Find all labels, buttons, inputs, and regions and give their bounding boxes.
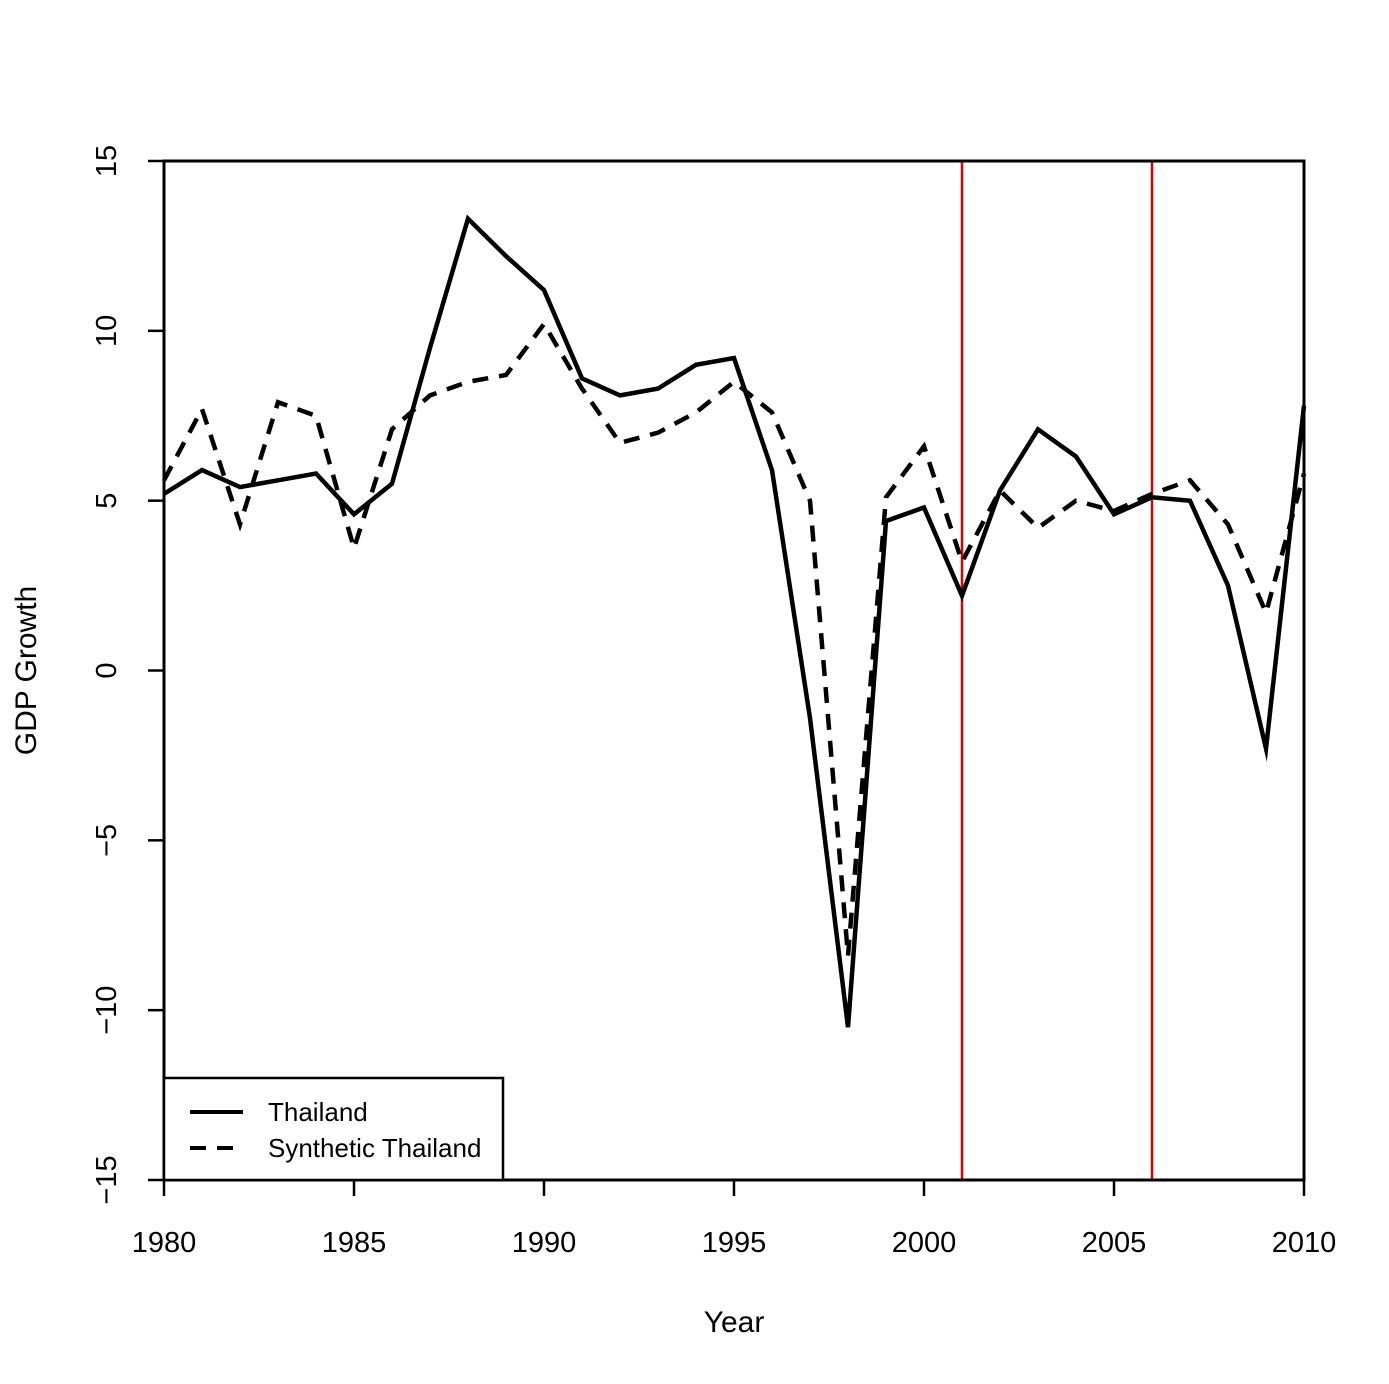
x-tick-label-1990: 1990 (512, 1227, 577, 1259)
reference-lines (960, 161, 1154, 1180)
legend-label-synthetic-thailand: Synthetic Thailand (268, 1133, 481, 1163)
y-tick-label--10: −10 (91, 986, 123, 1035)
series-line-synthetic-thailand (162, 319, 1307, 956)
legend-label-thailand: Thailand (268, 1097, 368, 1127)
x-tick-label-2005: 2005 (1082, 1227, 1147, 1259)
series-lines (162, 214, 1307, 1028)
y-tick-label-5: 5 (91, 493, 123, 509)
y-tick-label-0: 0 (91, 662, 123, 678)
y-tick-label-15: 15 (91, 145, 123, 177)
x-axis: 1980 1985 1990 1995 2000 2005 2010 (132, 1180, 1337, 1259)
y-tick-label--15: −15 (91, 1155, 123, 1204)
y-tick-label-10: 10 (91, 315, 123, 347)
y-tick-label--5: −5 (91, 824, 123, 857)
x-axis-label: Year (704, 1306, 765, 1339)
plot-frame (162, 159, 1306, 1182)
x-tick-label-1995: 1995 (702, 1227, 767, 1259)
legend: Thailand Synthetic Thailand (162, 1076, 505, 1182)
legend-box (162, 1076, 505, 1182)
x-tick-label-1980: 1980 (132, 1227, 197, 1259)
x-tick-label-2000: 2000 (892, 1227, 957, 1259)
series-line-thailand (162, 214, 1307, 1028)
y-axis: −15 −10 −5 0 5 10 15 (91, 145, 164, 1205)
x-tick-label-2010: 2010 (1272, 1227, 1337, 1259)
y-axis-label: GDP Growth (10, 586, 43, 756)
x-tick-label-1985: 1985 (322, 1227, 387, 1259)
